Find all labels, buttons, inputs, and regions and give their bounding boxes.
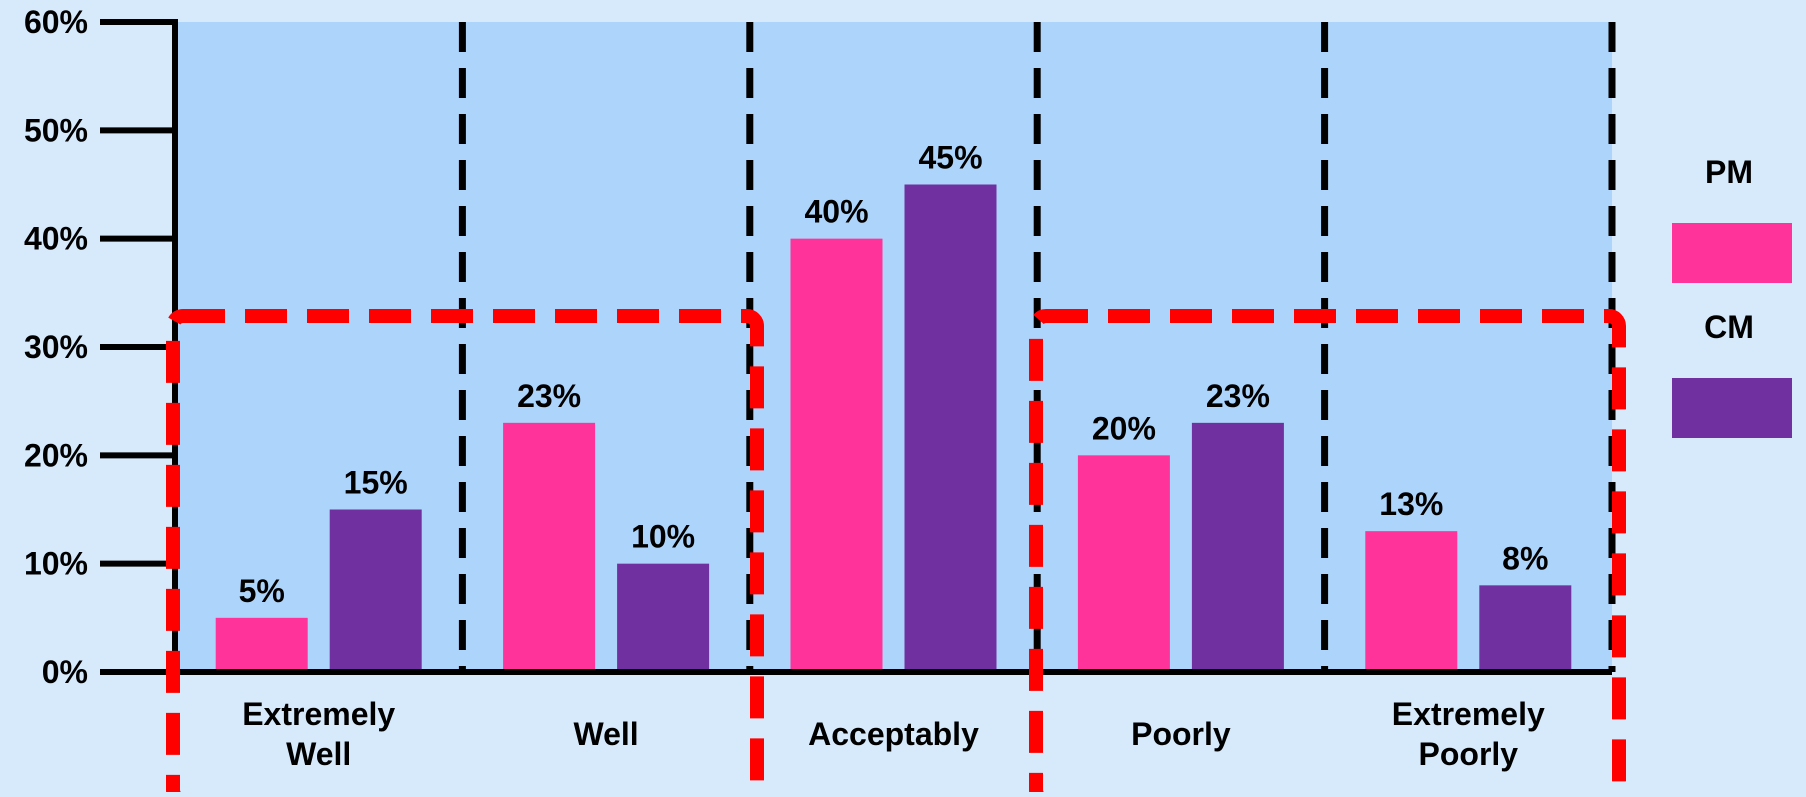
category-label-0-line-1: Well [286, 736, 351, 772]
y-tick-label-6: 60% [24, 4, 88, 40]
legend-swatch-cm [1672, 378, 1792, 438]
highlight-boxes [166, 309, 1626, 797]
bars-group [215, 184, 1572, 672]
y-tick-label-2: 20% [24, 437, 88, 473]
y-tick-label-3: 30% [24, 329, 88, 365]
bar-label-pm-1: 23% [517, 378, 581, 414]
bar-pm-3 [1077, 455, 1170, 672]
bar-label-pm-4: 13% [1379, 486, 1443, 522]
category-label-4-line-1: Poorly [1419, 736, 1519, 772]
y-tick-label-4: 40% [24, 221, 88, 257]
category-label-3-line-0: Poorly [1131, 716, 1231, 752]
bar-pm-4 [1365, 531, 1458, 672]
bar-pm-0 [215, 617, 308, 672]
category-label-1-line-0: Well [573, 716, 638, 752]
bar-pm-1 [503, 422, 596, 672]
bar-cm-2 [904, 184, 997, 672]
category-labels: Extremely Well Well Acceptably Poorly Extreme… [242, 696, 1545, 772]
category-label-4-line-0: Extremely [1392, 696, 1545, 732]
bar-cm-1 [617, 563, 710, 672]
bar-pm-2 [790, 238, 883, 672]
bar-label-pm-3: 20% [1092, 410, 1156, 446]
legend-label-pm: PM [1705, 154, 1753, 190]
bar-label-pm-0: 5% [239, 573, 285, 609]
bar-label-cm-3: 23% [1206, 378, 1270, 414]
y-tick-label-1: 10% [24, 546, 88, 582]
y-tick-labels: 0% 10% 20% 30% 40% 50% 60% [24, 4, 88, 690]
legend: PM CM [1672, 154, 1792, 438]
legend-label-cm: CM [1704, 309, 1754, 345]
bar-label-cm-4: 8% [1502, 540, 1548, 576]
bar-labels-group: 5% 15% 23% 10% 40% 45% 20% 23% 13% 8% [239, 140, 1549, 609]
category-label-0-line-0: Extremely [242, 696, 395, 732]
bar-label-cm-1: 10% [631, 519, 695, 555]
highlight-box-0 [166, 309, 764, 797]
bar-cm-0 [329, 509, 422, 672]
bar-label-pm-2: 40% [804, 194, 868, 230]
bar-cm-3 [1191, 422, 1284, 672]
bar-label-cm-2: 45% [918, 140, 982, 176]
highlight-box-1 [1029, 309, 1626, 797]
bar-label-cm-0: 15% [344, 465, 408, 501]
y-tick-label-5: 50% [24, 112, 88, 148]
legend-swatch-pm [1672, 223, 1792, 283]
bar-cm-4 [1479, 585, 1572, 672]
category-label-2-line-0: Acceptably [808, 716, 979, 752]
y-tick-label-0: 0% [42, 654, 88, 690]
